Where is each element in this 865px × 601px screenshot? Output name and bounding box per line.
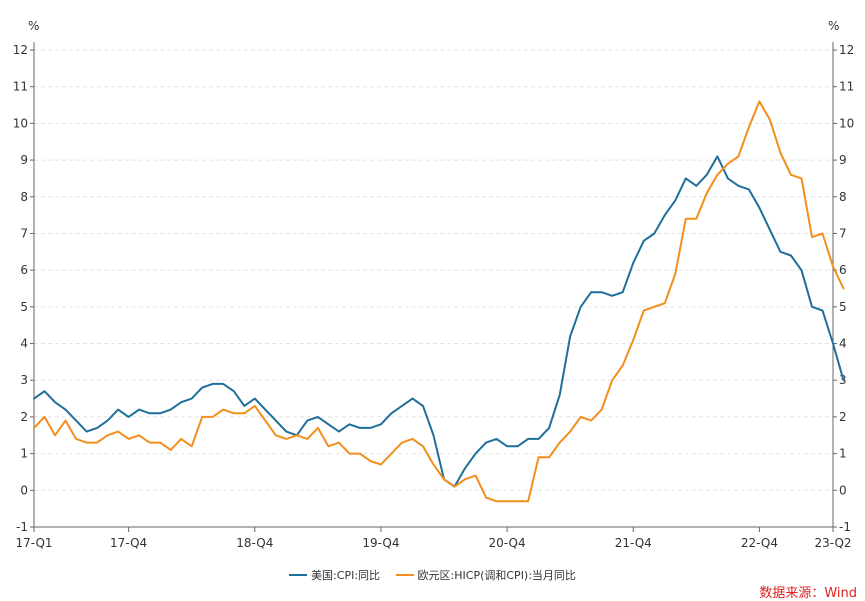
y-tick-label-left: 1 xyxy=(20,447,28,461)
legend-label-euro-hicp: 欧元区:HICP(调和CPI):当月同比 xyxy=(417,569,576,582)
y-tick-label-left: 6 xyxy=(20,263,28,277)
right-axis-unit: % xyxy=(828,19,839,33)
y-tick-label-right: 10 xyxy=(839,116,854,130)
y-tick-label-right: 6 xyxy=(839,263,847,277)
y-tick-label-left: 7 xyxy=(20,226,28,240)
series-line-us-cpi xyxy=(33,155,845,488)
y-tick-label-right: 2 xyxy=(839,410,847,424)
y-tick-label-left: 11 xyxy=(13,80,28,94)
series-lines xyxy=(33,100,845,503)
y-tick-label-left: 8 xyxy=(20,190,28,204)
y-tick-label-left: 0 xyxy=(20,483,28,497)
y-tick-label-right: 5 xyxy=(839,300,847,314)
y-tick-label-left: 3 xyxy=(20,373,28,387)
y-tick-label-right: 8 xyxy=(839,190,847,204)
y-tick-label-right: 1 xyxy=(839,447,847,461)
chart-legend: 美国:CPI:同比 欧元区:HICP(调和CPI):当月同比 xyxy=(0,566,865,583)
gridlines xyxy=(34,49,833,491)
x-tick-label: 19-Q4 xyxy=(362,536,399,550)
y-tick-label-left: 4 xyxy=(20,337,28,351)
y-tick-label-left: 2 xyxy=(20,410,28,424)
legend-swatch-us-cpi xyxy=(289,574,308,576)
legend-label-us-cpi: 美国:CPI:同比 xyxy=(311,569,381,582)
data-source-note: 数据来源：Wind xyxy=(759,586,857,601)
x-tick-label: 20-Q4 xyxy=(489,536,526,550)
x-tick-label: 23-Q2 xyxy=(814,536,851,550)
y-tick-label-right: 0 xyxy=(839,483,847,497)
y-tick-label-right: 9 xyxy=(839,153,847,167)
y-tick-label-right: 12 xyxy=(839,43,854,57)
x-tick-label: 17-Q1 xyxy=(15,536,52,550)
x-tick-label: 17-Q4 xyxy=(110,536,147,550)
x-tick-label: 21-Q4 xyxy=(615,536,652,550)
legend-item-euro-hicp[interactable]: 欧元区:HICP(调和CPI):当月同比 xyxy=(395,567,576,583)
series-line-euro-hicp xyxy=(33,100,845,503)
y-tick-label-right: 4 xyxy=(839,337,847,351)
legend-item-us-cpi[interactable]: 美国:CPI:同比 xyxy=(289,567,380,583)
y-tick-label-left: 10 xyxy=(13,116,28,130)
x-tick-label: 18-Q4 xyxy=(236,536,273,550)
y-tick-label-left: 12 xyxy=(13,43,28,57)
left-axis-unit: % xyxy=(28,19,39,33)
y-tick-label-left: -1 xyxy=(16,520,28,534)
y-tick-label-right: -1 xyxy=(839,520,851,534)
legend-swatch-euro-hicp xyxy=(395,574,414,576)
y-tick-label-left: 9 xyxy=(20,153,28,167)
y-tick-label-right: 7 xyxy=(839,226,847,240)
x-tick-label: 22-Q4 xyxy=(741,536,778,550)
y-tick-label-right: 11 xyxy=(839,80,854,94)
y-tick-label-left: 5 xyxy=(20,300,28,314)
